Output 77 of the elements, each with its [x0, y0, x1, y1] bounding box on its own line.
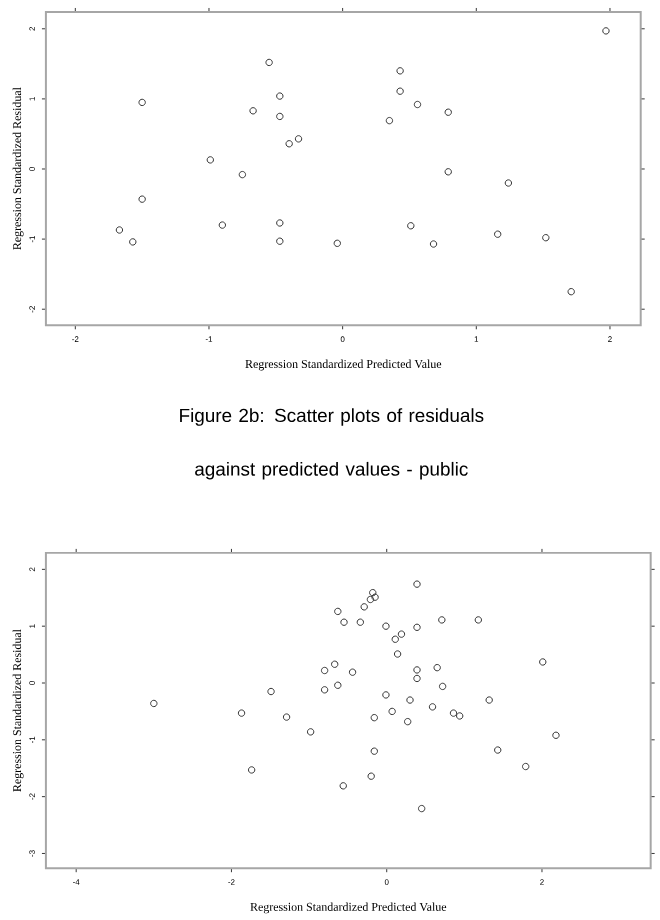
point [247, 766, 256, 774]
point [413, 100, 421, 109]
point [339, 782, 347, 790]
point [356, 618, 364, 626]
point [541, 234, 550, 242]
point [413, 674, 421, 683]
point [366, 595, 374, 604]
point [275, 219, 284, 227]
point [428, 703, 436, 711]
point [493, 230, 502, 238]
point [368, 588, 377, 597]
point [265, 58, 273, 67]
point [551, 731, 560, 739]
point [413, 666, 421, 674]
point [521, 762, 530, 771]
point [275, 112, 284, 121]
point [396, 67, 404, 75]
point [449, 709, 457, 717]
point [333, 607, 342, 616]
point [413, 623, 421, 631]
point [403, 717, 412, 726]
point [393, 650, 401, 658]
point [294, 135, 302, 143]
point [333, 239, 341, 247]
point [367, 772, 375, 780]
point [370, 747, 378, 755]
point [370, 713, 378, 722]
point [504, 179, 512, 187]
point [138, 195, 146, 203]
point [413, 580, 421, 588]
point [381, 622, 390, 630]
point [275, 92, 284, 100]
point [417, 804, 426, 813]
text: Figure 2b: Scatter plots of residuals against predicted values - public [179, 408, 484, 480]
point [381, 691, 390, 699]
point [444, 168, 452, 176]
point [285, 140, 293, 148]
point [218, 221, 226, 229]
point [237, 709, 245, 717]
point [330, 660, 339, 668]
point [485, 696, 493, 704]
point [391, 635, 399, 643]
point [115, 226, 123, 234]
point [437, 616, 446, 624]
point [385, 116, 393, 125]
point [538, 658, 547, 666]
point [388, 707, 396, 716]
point [138, 98, 146, 107]
point [320, 666, 328, 675]
point [455, 712, 464, 720]
point [282, 713, 290, 721]
point [360, 603, 368, 611]
point [438, 682, 446, 691]
point [249, 107, 257, 115]
point [333, 681, 342, 689]
point [306, 728, 315, 736]
point [275, 237, 284, 245]
point [474, 616, 482, 624]
point [567, 288, 575, 296]
point [340, 618, 348, 626]
point [396, 87, 404, 95]
point [406, 696, 414, 704]
point [406, 222, 415, 230]
point [601, 27, 610, 35]
point [267, 687, 275, 696]
point [371, 593, 379, 601]
point [493, 746, 502, 754]
point [128, 238, 137, 246]
point [348, 668, 356, 676]
point [149, 699, 158, 708]
point [320, 686, 328, 694]
point [429, 240, 437, 248]
point [397, 630, 405, 638]
point [238, 170, 246, 179]
point [444, 108, 452, 116]
point [433, 663, 441, 672]
point [206, 156, 214, 164]
